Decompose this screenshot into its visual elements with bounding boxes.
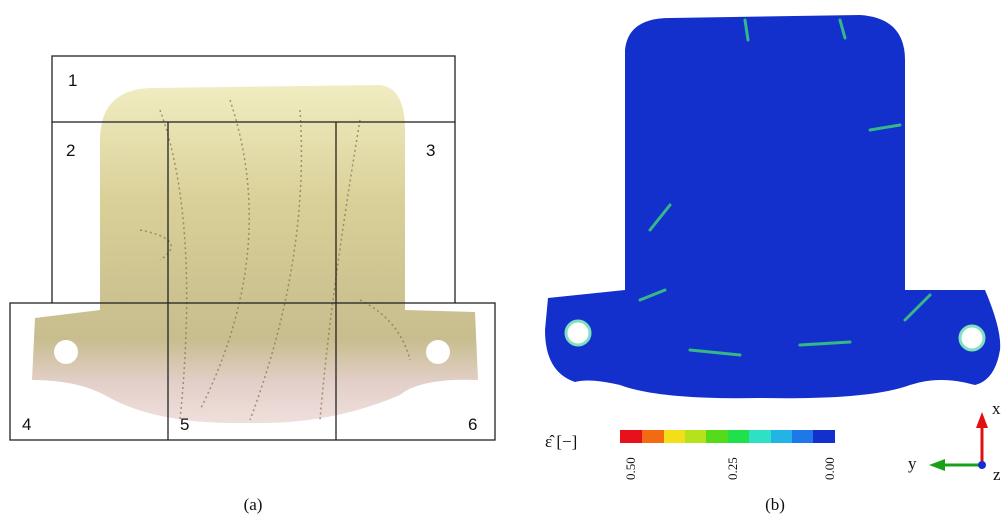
colorbar-tick: 0.00: [822, 457, 837, 480]
colorbar: [620, 430, 835, 443]
hole: [54, 340, 78, 364]
panel-b: ε̂ [−] 0.50 0.25 0.00 x y z (b): [545, 15, 1001, 514]
axis-triad: [929, 412, 988, 471]
region-label: 1: [68, 71, 77, 90]
hole: [960, 326, 984, 350]
hole: [566, 321, 590, 345]
hole: [426, 340, 450, 364]
caption: (a): [244, 495, 263, 514]
region-label: 2: [66, 141, 75, 160]
caption: (b): [765, 495, 785, 514]
panel-a: 1 2 3 4 5 6 (a): [10, 56, 495, 514]
axis-label: y: [908, 454, 917, 473]
colorbar-tick: 0.50: [623, 457, 638, 480]
region-label: 3: [426, 141, 435, 160]
region-label: 4: [22, 415, 31, 434]
region-label: 5: [180, 415, 189, 434]
region-label: 6: [468, 415, 477, 434]
figure: 1 2 3 4 5 6 (a) ε̂ [−] 0.5: [0, 0, 1006, 525]
axis-label: x: [992, 399, 1001, 418]
legend-label: ε̂ [−]: [545, 432, 577, 451]
strain-map: [545, 15, 1000, 398]
colorbar-tick: 0.25: [725, 457, 740, 480]
sheet-photo: [32, 85, 478, 423]
axis-label: z: [993, 465, 1001, 484]
